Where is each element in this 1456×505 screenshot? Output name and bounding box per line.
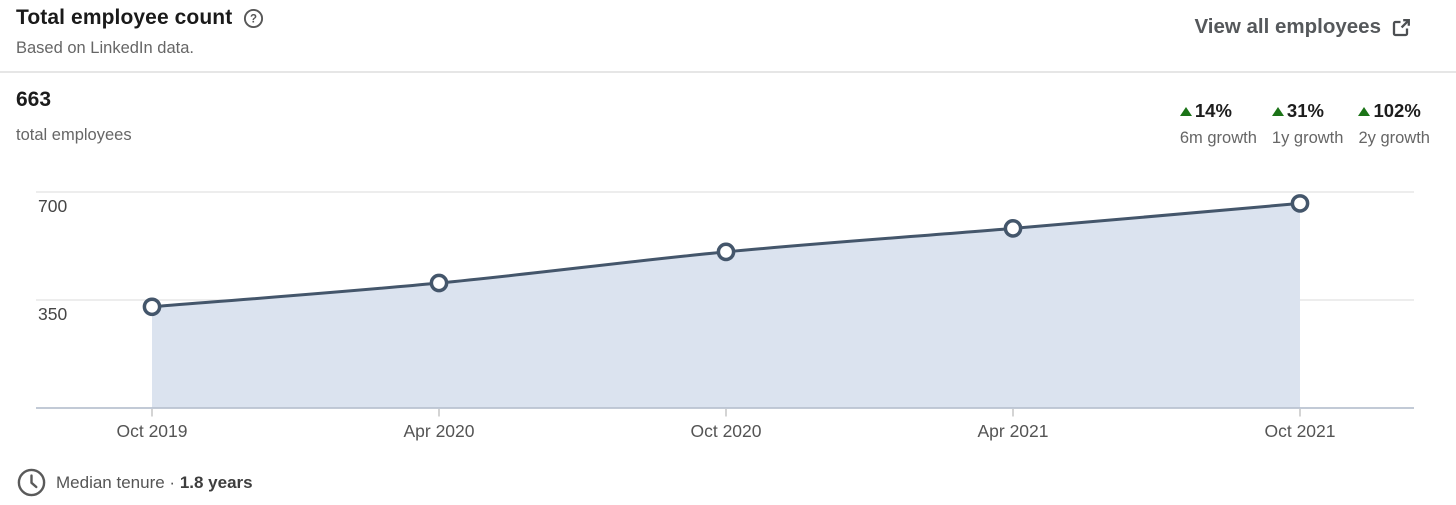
growth-stat-1y: 31% 1y growth — [1271, 100, 1344, 148]
growth-percent: 31% — [1271, 100, 1324, 122]
page-title: Total employee count — [16, 6, 233, 29]
data-point-marker[interactable] — [1003, 219, 1023, 238]
employee-count-area-chart — [36, 191, 1414, 417]
data-point-marker[interactable] — [142, 297, 162, 317]
x-axis-tick-label: Oct 2021 — [1264, 421, 1336, 441]
x-axis-tick-label: Apr 2020 — [403, 421, 475, 441]
triangle-up-icon — [1179, 106, 1192, 116]
y-axis-tick-label: 350 — [38, 304, 68, 324]
triangle-up-icon — [1271, 106, 1284, 116]
growth-label: 1y growth — [1271, 129, 1344, 147]
clock-icon — [17, 468, 46, 497]
x-axis-tick-label: Oct 2019 — [116, 421, 188, 441]
median-tenure-value: 1.8 years — [179, 472, 253, 492]
growth-percent: 102% — [1358, 100, 1421, 122]
growth-label: 6m growth — [1179, 129, 1257, 147]
total-employee-value: 663 — [16, 88, 52, 111]
separator-dot: · — [169, 472, 176, 492]
median-tenure-label: Median tenure — [56, 472, 165, 492]
y-axis-tick-label: 700 — [38, 196, 68, 216]
area-fill — [152, 203, 1300, 408]
subtitle: Based on LinkedIn data. — [16, 39, 194, 57]
x-axis-tick-label: Apr 2021 — [977, 421, 1049, 441]
total-employee-label: total employees — [16, 126, 132, 144]
growth-percent: 14% — [1179, 100, 1232, 122]
median-tenure-text: Median tenure · 1.8 years — [56, 473, 253, 493]
header: Total employee count ? — [16, 6, 264, 30]
median-tenure: Median tenure · 1.8 years — [17, 468, 253, 497]
data-point-marker[interactable] — [429, 273, 449, 293]
help-circle-icon[interactable]: ? — [243, 8, 264, 29]
triangle-up-icon — [1358, 106, 1371, 116]
view-all-label: View all employees — [1194, 15, 1381, 38]
growth-label: 2y growth — [1358, 129, 1430, 147]
data-point-marker[interactable] — [716, 242, 736, 262]
header-divider — [0, 71, 1456, 73]
growth-stat-6m: 14% 6m growth — [1179, 100, 1257, 148]
data-point-marker[interactable] — [1290, 194, 1310, 213]
svg-text:?: ? — [250, 13, 257, 25]
x-axis-tick-label: Oct 2020 — [690, 421, 762, 441]
view-all-employees-link[interactable]: View all employees — [1194, 15, 1412, 39]
growth-stat-2y: 102% 2y growth — [1358, 100, 1430, 148]
growth-stats: 14% 6m growth 31% 1y growth 102% 2y grow… — [1179, 100, 1430, 148]
external-link-icon — [1392, 18, 1410, 36]
